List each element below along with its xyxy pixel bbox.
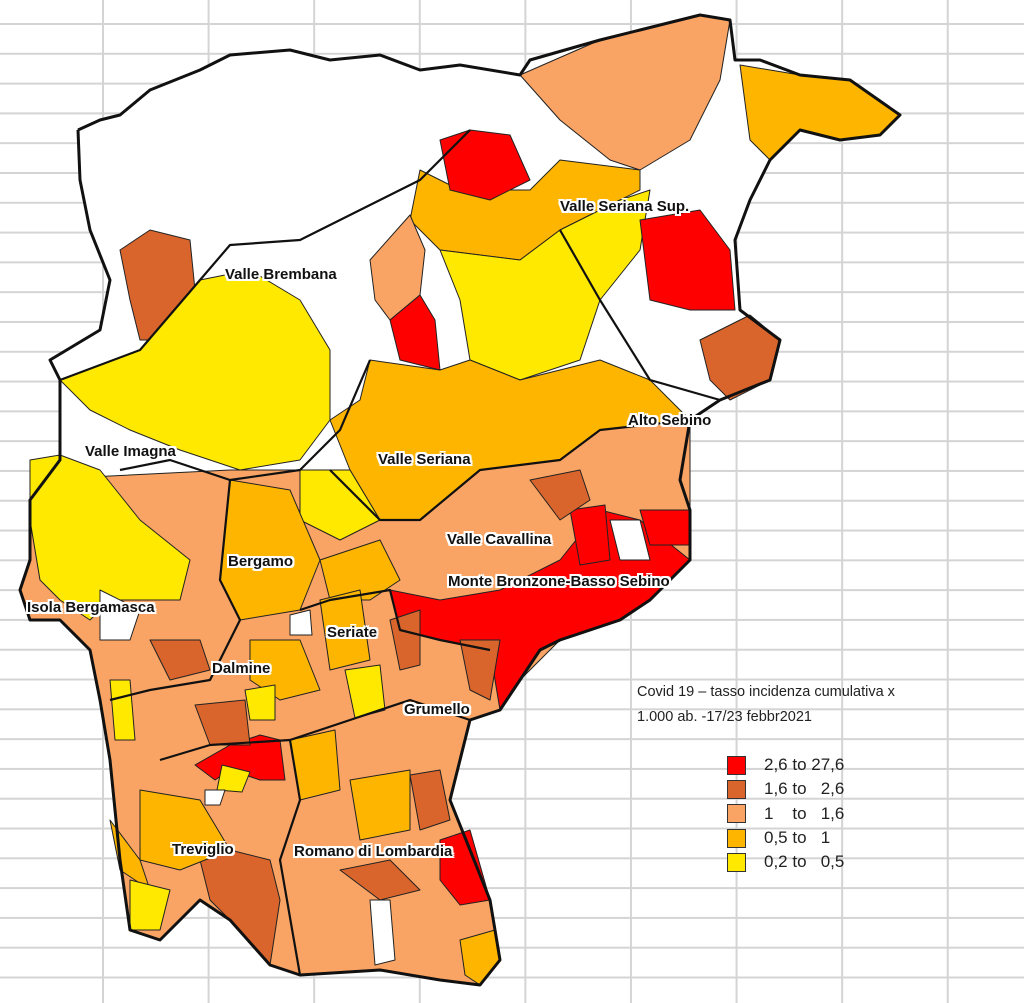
legend-swatch bbox=[727, 828, 746, 848]
area bbox=[319, 589, 371, 671]
map-title-line1: Covid 19 – tasso incidenza cumulativa x bbox=[637, 684, 895, 700]
legend-swatch bbox=[727, 804, 746, 824]
label-seriate: Seriate bbox=[327, 624, 378, 641]
district-border bbox=[59, 129, 471, 382]
area bbox=[409, 769, 451, 831]
label-bergamo: Bergamo bbox=[228, 553, 294, 570]
district-border bbox=[299, 588, 491, 652]
legend-item: 1,6 to 2,6 bbox=[727, 777, 844, 801]
area bbox=[569, 504, 611, 566]
label-dalmine: Dalmine bbox=[212, 660, 271, 677]
area bbox=[244, 684, 276, 721]
province-outline bbox=[18, 13, 902, 987]
area bbox=[199, 849, 281, 966]
area bbox=[299, 469, 381, 541]
area bbox=[149, 639, 211, 681]
legend-label: 0,2 to 0,5 bbox=[764, 852, 845, 872]
legend-item: 2,6 to 27,6 bbox=[727, 753, 844, 777]
legend-label: 0,5 to 1 bbox=[764, 828, 831, 848]
area bbox=[344, 664, 386, 719]
legend-item: 0,5 to 1 bbox=[727, 826, 844, 850]
area bbox=[609, 519, 651, 561]
area bbox=[59, 269, 331, 471]
district-border bbox=[119, 359, 372, 482]
label-monte-bronzone: Monte Bronzone-Basso Sebino bbox=[448, 573, 670, 590]
area bbox=[439, 189, 651, 381]
label-alto-sebino: Alto Sebino bbox=[628, 412, 712, 429]
label-valle-seriana: Valle Seriana bbox=[378, 451, 471, 468]
legend-swatch bbox=[727, 852, 746, 872]
area bbox=[204, 789, 226, 806]
label-valle-brembana: Valle Brembana bbox=[225, 266, 337, 283]
area bbox=[369, 899, 396, 966]
district-border bbox=[109, 479, 242, 702]
area bbox=[439, 829, 491, 906]
legend: 2,6 to 27,6 1,6 to 2,6 1 to 1,6 0,5 to 1… bbox=[727, 753, 844, 874]
legend-item: 0,2 to 0,5 bbox=[727, 850, 844, 874]
area bbox=[194, 699, 251, 746]
legend-label: 1 to 1,6 bbox=[764, 803, 845, 823]
district-border bbox=[329, 418, 691, 522]
area bbox=[459, 639, 501, 701]
label-isola-bergamasca: Isola Bergamasca bbox=[27, 599, 155, 616]
area bbox=[99, 589, 141, 641]
map-title-line2: 1.000 ab. -17/23 febbr2021 bbox=[637, 709, 812, 725]
area bbox=[529, 469, 591, 521]
area bbox=[109, 679, 136, 741]
area bbox=[349, 769, 411, 841]
legend-swatch bbox=[727, 755, 746, 775]
area bbox=[139, 789, 231, 871]
district-border bbox=[559, 229, 721, 402]
label-valle-imagna: Valle Imagna bbox=[85, 443, 176, 460]
area bbox=[289, 609, 313, 636]
area bbox=[29, 454, 191, 621]
label-treviglio: Treviglio bbox=[172, 841, 234, 858]
legend-item: 1 to 1,6 bbox=[727, 802, 844, 826]
label-romano-di-lombardia: Romano di Lombardia bbox=[294, 843, 453, 860]
legend-label: 2,6 to 27,6 bbox=[764, 755, 845, 775]
legend-swatch bbox=[727, 779, 746, 799]
label-valle-cavallina: Valle Cavallina bbox=[447, 531, 552, 548]
area bbox=[739, 64, 901, 161]
label-valle-seriana-sup: Valle Seriana Sup. bbox=[560, 198, 690, 215]
label-grumello: Grumello bbox=[404, 701, 470, 718]
area bbox=[389, 294, 441, 371]
area bbox=[249, 639, 321, 701]
area bbox=[639, 209, 736, 311]
district-border bbox=[159, 698, 471, 762]
area bbox=[389, 609, 421, 671]
area bbox=[216, 764, 251, 793]
area bbox=[339, 859, 421, 901]
district-border bbox=[278, 739, 302, 976]
legend-label: 1,6 to 2,6 bbox=[764, 779, 845, 799]
area bbox=[129, 879, 171, 931]
